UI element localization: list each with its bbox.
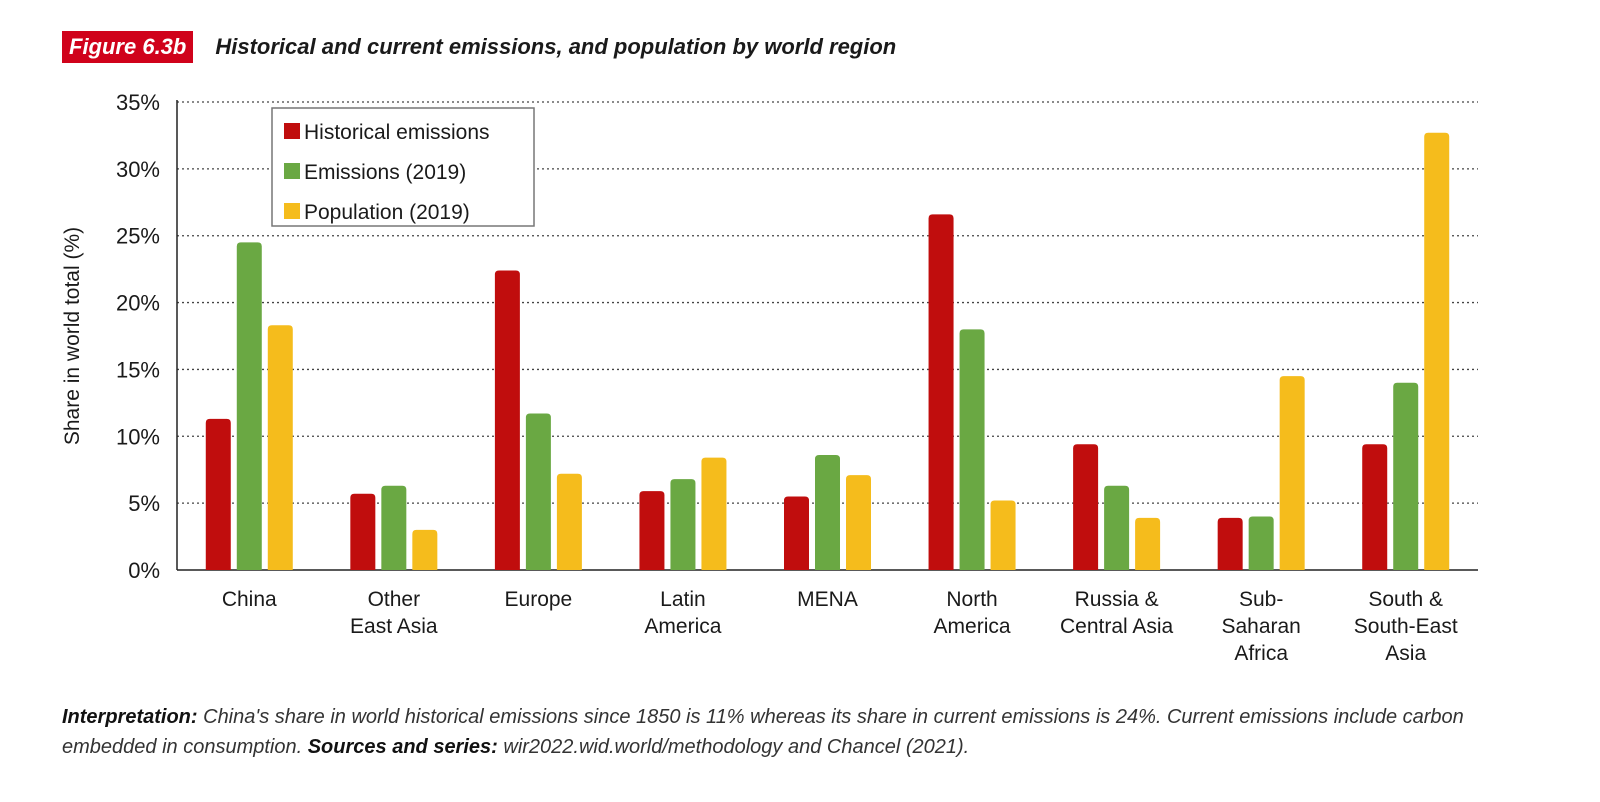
legend-box — [271, 107, 535, 227]
bar — [990, 500, 1016, 570]
x-category-label: South & — [1368, 588, 1443, 611]
bar — [494, 270, 520, 570]
x-category-label: Central Asia — [1060, 615, 1174, 638]
bar — [959, 329, 985, 570]
x-category-label: China — [222, 588, 277, 611]
bar — [1279, 376, 1305, 570]
interpretation-label: Interpretation: — [62, 706, 198, 728]
x-category-label: Saharan — [1221, 615, 1300, 638]
legend-swatch — [284, 123, 300, 139]
x-category-label: East Asia — [350, 615, 438, 638]
x-category-label: MENA — [797, 588, 858, 611]
bar — [556, 473, 582, 570]
figure-header: Figure 6.3b Historical and current emiss… — [62, 30, 896, 64]
legend-label: Historical emissions — [304, 121, 490, 144]
bar — [1073, 444, 1099, 570]
x-category-label: South-East — [1354, 615, 1458, 638]
legend-swatch — [284, 203, 300, 219]
bar-chart: 0% 5% 10% 15% 20% 25% 30% 35% Share in world tot… — [61, 90, 1478, 665]
sources-label: Sources and series: — [307, 736, 498, 758]
bar — [1424, 132, 1450, 571]
y-tick-label: 0% — [128, 558, 160, 583]
bar — [1362, 444, 1388, 570]
legend-swatch — [284, 163, 300, 179]
bar — [928, 214, 954, 570]
y-tick-label: 15% — [116, 357, 160, 382]
figure-tag: Figure 6.3b — [62, 31, 194, 63]
bar — [412, 529, 438, 570]
figure-footer: Interpretation: China's share in world h… — [62, 702, 1562, 762]
x-category-label: Other — [368, 588, 421, 611]
bar — [525, 413, 551, 570]
bar — [236, 242, 262, 570]
figure-title: Historical and current emissions, and po… — [215, 34, 897, 59]
bar — [846, 475, 871, 570]
bar — [1217, 517, 1243, 570]
legend-label: Emissions (2019) — [304, 161, 466, 184]
y-tick-label: 30% — [116, 157, 160, 182]
sources-text: wir2022.wid.world/methodology and Chance… — [497, 736, 970, 758]
bar — [784, 496, 809, 570]
x-category-label: America — [934, 615, 1011, 638]
x-category-label: Africa — [1234, 642, 1288, 665]
y-tick-label: 20% — [116, 291, 160, 316]
x-category-label: Europe — [505, 588, 573, 611]
x-category-label: Asia — [1385, 642, 1426, 665]
y-tick-label: 25% — [116, 224, 160, 249]
interpretation-text: China's share in world historical emissi… — [62, 706, 1464, 758]
x-category-label: Russia & — [1075, 588, 1159, 611]
bar — [701, 457, 727, 570]
y-tick-label: 35% — [116, 90, 160, 115]
bar — [381, 485, 407, 570]
bar — [1135, 517, 1161, 570]
bar — [350, 493, 376, 570]
bar — [815, 455, 840, 570]
x-category-label: Latin — [660, 588, 706, 611]
bar — [639, 491, 665, 570]
x-category-label: North — [946, 588, 997, 611]
bar — [1393, 382, 1419, 570]
bar — [1248, 516, 1274, 570]
bar — [205, 418, 231, 570]
bar — [267, 325, 293, 570]
x-category-label: America — [644, 615, 721, 638]
x-category-label: Sub- — [1239, 588, 1283, 611]
bar — [1104, 485, 1130, 570]
y-tick-label: 10% — [116, 424, 160, 449]
legend-label: Population (2019) — [304, 201, 470, 224]
y-axis-label: Share in world total (%) — [61, 227, 84, 445]
bar — [670, 479, 696, 570]
y-tick-label: 5% — [128, 491, 160, 516]
